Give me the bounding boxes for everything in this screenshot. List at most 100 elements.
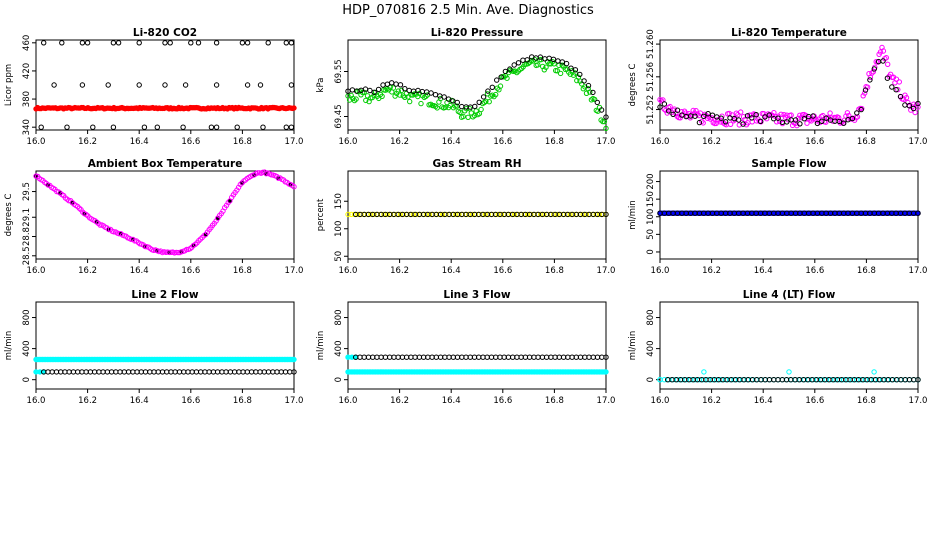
data-point — [502, 68, 509, 75]
data-point — [288, 82, 295, 88]
data-point — [792, 117, 799, 123]
y-tick-label: 420 — [22, 63, 32, 79]
data-point — [762, 114, 768, 120]
data-point — [603, 211, 609, 218]
data-point — [601, 118, 608, 125]
y-tick-label: 0 — [334, 377, 344, 382]
data-point — [504, 75, 510, 81]
data-point — [115, 40, 122, 46]
series-red-points — [33, 104, 297, 112]
data-point — [460, 113, 466, 120]
plot-frame — [659, 301, 919, 390]
series-black-curve — [345, 54, 609, 120]
series-cyan-lower-points — [345, 369, 609, 375]
data-point — [154, 124, 161, 130]
data-point — [497, 83, 504, 89]
x-tick-label: 16.0 — [339, 396, 358, 406]
x-tick-label: 17.0 — [597, 137, 616, 147]
data-point — [871, 369, 877, 375]
data-point — [827, 110, 833, 116]
series-black-points — [657, 210, 921, 216]
data-point — [717, 119, 724, 125]
data-point — [393, 81, 399, 87]
data-point — [738, 109, 744, 115]
data-point — [707, 116, 714, 122]
data-point — [291, 369, 297, 375]
x-tick-label: 16.0 — [27, 266, 46, 276]
x-tick-label: 16.4 — [130, 396, 149, 406]
data-point — [583, 211, 590, 218]
data-point — [603, 369, 609, 375]
y-tick-label: 28.5 — [22, 246, 32, 265]
data-point — [554, 211, 560, 218]
panel-title: Line 3 Flow — [443, 289, 510, 301]
data-point — [183, 246, 190, 253]
data-point — [283, 40, 289, 46]
data-point — [380, 82, 386, 88]
data-point — [580, 211, 586, 218]
data-point — [441, 94, 447, 100]
data-point — [775, 115, 781, 121]
panel-title: Gas Stream RH — [432, 158, 521, 170]
data-point — [696, 119, 703, 126]
data-point — [465, 114, 471, 121]
data-point — [486, 99, 492, 105]
data-point — [836, 118, 842, 125]
data-point — [254, 170, 261, 176]
x-tick-label: 16.6 — [181, 266, 200, 276]
series-cyan-upper-points — [345, 354, 359, 360]
data-point — [537, 54, 544, 60]
data-point — [591, 96, 598, 103]
data-point — [820, 112, 826, 119]
data-point — [457, 109, 463, 116]
data-point — [884, 75, 891, 81]
data-point — [858, 106, 864, 113]
data-point — [188, 40, 194, 46]
data-point — [810, 116, 816, 122]
data-point — [915, 100, 921, 107]
data-point — [38, 124, 44, 130]
y-axis-label: ml/min — [316, 331, 326, 361]
x-tick-label: 16.2 — [78, 396, 97, 406]
y-tick-label: 0 — [22, 377, 32, 382]
data-point — [482, 211, 488, 218]
data-point — [524, 57, 530, 63]
data-point — [718, 115, 724, 121]
x-tick-label: 16.4 — [442, 266, 461, 276]
x-tick-label: 16.4 — [442, 396, 461, 406]
y-axis-label: ml/min — [4, 331, 14, 361]
data-point — [288, 40, 295, 46]
data-point — [265, 40, 271, 46]
panel-line-2-flow: Line 2 Flow 16.0 16.2 16.4 16.6 16.8 17.0 0 400 8… — [4, 289, 303, 406]
data-point — [97, 222, 103, 228]
x-tick-label: 16.0 — [27, 137, 46, 147]
x-tick-label: 16.2 — [78, 137, 97, 147]
x-tick-label: 17.0 — [909, 266, 928, 276]
data-point — [801, 116, 807, 122]
data-point — [709, 115, 715, 121]
y-tick-label: 150 — [646, 191, 656, 207]
data-point — [581, 78, 587, 84]
data-point — [572, 70, 578, 76]
data-point — [727, 121, 734, 128]
data-point — [736, 117, 742, 123]
data-point — [657, 97, 663, 103]
series-green-band — [345, 56, 609, 132]
x-tick-label: 16.2 — [78, 266, 97, 276]
data-point — [514, 69, 520, 76]
x-tick-label: 16.8 — [857, 396, 876, 406]
data-point — [368, 211, 374, 218]
data-point — [260, 124, 266, 130]
x-tick-label: 16.8 — [233, 266, 252, 276]
data-point — [860, 93, 866, 99]
data-point — [524, 211, 531, 218]
data-point — [554, 68, 560, 74]
data-point — [180, 124, 186, 130]
data-point — [563, 60, 570, 67]
y-tick-label: 51.260 — [646, 29, 656, 59]
y-tick-label: 400 — [646, 340, 656, 356]
data-point — [590, 89, 596, 96]
data-point — [577, 71, 583, 78]
y-tick-label: 340 — [22, 119, 32, 135]
data-point — [895, 86, 901, 93]
